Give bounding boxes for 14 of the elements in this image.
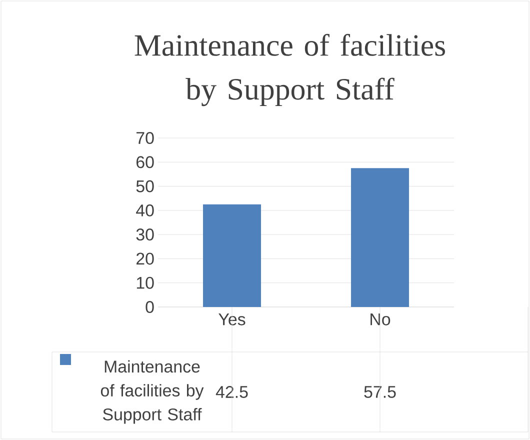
data-label: 57.5	[364, 386, 396, 398]
y-tick-label: 60	[136, 156, 154, 168]
y-tick-label: 10	[136, 276, 154, 289]
y-tick-label: 50	[136, 180, 154, 192]
data-label: 42.5	[216, 386, 248, 398]
y-tick-label: 40	[136, 204, 154, 216]
x-tick-label: No	[370, 314, 390, 326]
x-tick-label: Yes	[218, 314, 246, 326]
y-tick-label: 30	[136, 228, 154, 241]
y-tick-label: 70	[136, 132, 154, 144]
y-tick-label: 0	[146, 300, 154, 313]
y-tick-label: 20	[136, 252, 154, 265]
chart-title: Maintenance of facilities by Support Staff	[134, 34, 446, 106]
legend-label: Maintenance of facilities by Support Staff	[100, 360, 204, 424]
